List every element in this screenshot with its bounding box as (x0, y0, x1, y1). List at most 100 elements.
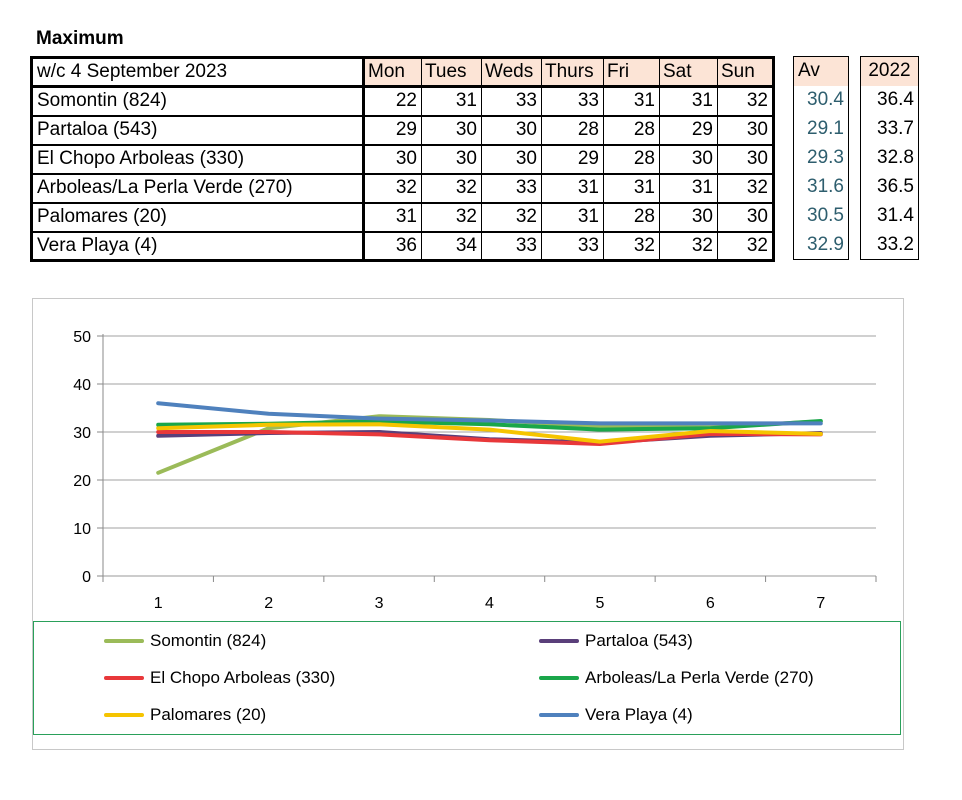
temperature-cell: 32 (603, 231, 660, 262)
legend-label: El Chopo Arboleas (330) (150, 668, 336, 687)
table-row: Palomares (20) 31 32 32 31 28 30 30 (31, 202, 774, 233)
temperature-cell: 32 (659, 231, 718, 262)
legend-swatch (104, 676, 144, 680)
temperature-cell: 33 (481, 86, 542, 117)
temperature-cell: 32 (717, 231, 774, 262)
y-tick-label: 40 (73, 377, 91, 394)
temperature-cell: 32 (421, 173, 482, 204)
chart-legend: Somontin (824) Partaloa (543) El Chopo Arb… (33, 621, 901, 735)
x-tick-label: 5 (595, 595, 604, 612)
station-name: Palomares (20) (31, 202, 365, 233)
year-2022-cell: 33.2 (877, 233, 914, 255)
temperature-cell: 30 (363, 144, 422, 175)
table-row: Vera Playa (4) 36 34 33 33 32 32 32 (31, 231, 774, 262)
legend-label: Arboleas/La Perla Verde (270) (585, 668, 814, 687)
average-cell: 30.4 (807, 89, 844, 110)
legend-item: Vera Playa (4) (539, 705, 693, 725)
y-tick-label: 10 (73, 521, 91, 538)
temperature-cell: 28 (603, 202, 660, 233)
legend-label: Palomares (20) (150, 705, 267, 724)
temperature-cell: 33 (481, 173, 542, 204)
average-cell: 31.6 (807, 176, 844, 197)
y-tick-label: 30 (73, 425, 91, 442)
temperature-cell: 30 (421, 115, 482, 146)
series-line (156, 422, 823, 444)
legend-swatch (104, 639, 144, 643)
day-header: Fri (603, 57, 660, 88)
station-name: Vera Playa (4) (31, 231, 365, 262)
temperature-cell: 30 (717, 144, 774, 175)
year-2022-cell: 31.4 (877, 205, 914, 226)
temperature-cell: 30 (481, 115, 542, 146)
x-tick-label: 1 (154, 595, 163, 612)
temperature-cell: 31 (541, 202, 604, 233)
table-row: El Chopo Arboleas (330) 30 30 30 29 28 30 30 (31, 144, 774, 175)
temperature-cell: 31 (659, 86, 718, 117)
table-header-row: w/c 4 September 2023 Mon Tues Weds Thurs… (31, 57, 774, 88)
temperature-cell: 34 (421, 231, 482, 262)
station-name: Partaloa (543) (31, 115, 365, 146)
station-name: Somontin (824) (31, 86, 365, 117)
legend-item: Palomares (20) (104, 705, 266, 725)
series-line (156, 430, 823, 446)
average-cell: 30.5 (807, 205, 844, 226)
average-cell: 29.3 (807, 147, 844, 168)
temperature-cell: 36 (363, 231, 422, 262)
temperature-cell: 28 (541, 115, 604, 146)
day-header: Weds (481, 57, 542, 88)
temperature-cell: 29 (363, 115, 422, 146)
legend-swatch (539, 676, 579, 680)
temperature-cell: 28 (603, 115, 660, 146)
x-tick-label: 3 (375, 595, 384, 612)
year-2022-cell: 33.7 (877, 118, 914, 139)
average-cell: 32.9 (807, 233, 844, 255)
temperature-cell: 31 (421, 86, 482, 117)
temperature-cell: 31 (363, 202, 422, 233)
table-row: Arboleas/La Perla Verde (270) 32 32 33 31 31 3… (31, 173, 774, 204)
x-tick-label: 4 (485, 595, 494, 612)
legend-label: Somontin (824) (150, 631, 267, 650)
temperature-cell: 32 (363, 173, 422, 204)
temperature-cell: 31 (541, 173, 604, 204)
temperature-cell: 30 (717, 115, 774, 146)
temperature-cell: 30 (659, 144, 718, 175)
series-line (156, 401, 823, 426)
temperature-cell: 32 (717, 173, 774, 204)
legend-label: Partaloa (543) (585, 631, 693, 650)
station-name: Arboleas/La Perla Verde (270) (31, 173, 365, 204)
day-header: Sun (717, 57, 774, 88)
year-2022-header: 2022 (860, 56, 919, 86)
temperature-cell: 30 (481, 144, 542, 175)
x-tick-label: 6 (706, 595, 715, 612)
year-2022-cell: 36.4 (877, 89, 914, 110)
year-2022-cell: 32.8 (877, 147, 914, 168)
table-heading: Maximum (36, 28, 124, 49)
year-2022-column: 2022 36.4 33.7 32.8 36.5 31.4 33.2 (860, 56, 919, 260)
temperature-cell: 22 (363, 86, 422, 117)
average-column: Av 30.4 29.1 29.3 31.6 30.5 32.9 (793, 56, 849, 260)
temperature-cell: 30 (421, 144, 482, 175)
legend-swatch (539, 713, 579, 717)
temperature-cell: 28 (603, 144, 660, 175)
temperature-table: w/c 4 September 2023 Mon Tues Weds Thurs… (30, 56, 775, 262)
legend-item: Partaloa (543) (539, 631, 693, 651)
day-header: Tues (421, 57, 482, 88)
temperature-cell: 32 (481, 202, 542, 233)
temperature-cell: 33 (541, 86, 604, 117)
week-label: w/c 4 September 2023 (31, 57, 365, 88)
y-tick-label: 50 (73, 329, 91, 346)
legend-swatch (539, 639, 579, 643)
day-header: Thurs (541, 57, 604, 88)
average-cell: 29.1 (807, 118, 844, 139)
temperature-cell: 29 (541, 144, 604, 175)
year-2022-cell: 36.5 (877, 176, 914, 197)
legend-item: Arboleas/La Perla Verde (270) (539, 668, 814, 688)
legend-label: Vera Playa (4) (585, 705, 693, 724)
y-tick-label: 0 (82, 569, 91, 586)
temperature-cell: 32 (421, 202, 482, 233)
average-header: Av (793, 56, 849, 86)
chart-plot: 0 10 20 30 40 50 1 2 3 4 5 6 7 (73, 329, 877, 612)
temperature-cell: 29 (659, 115, 718, 146)
line-chart: 0 10 20 30 40 50 1 2 3 4 5 6 7 (32, 298, 904, 750)
temperature-cell: 33 (481, 231, 542, 262)
